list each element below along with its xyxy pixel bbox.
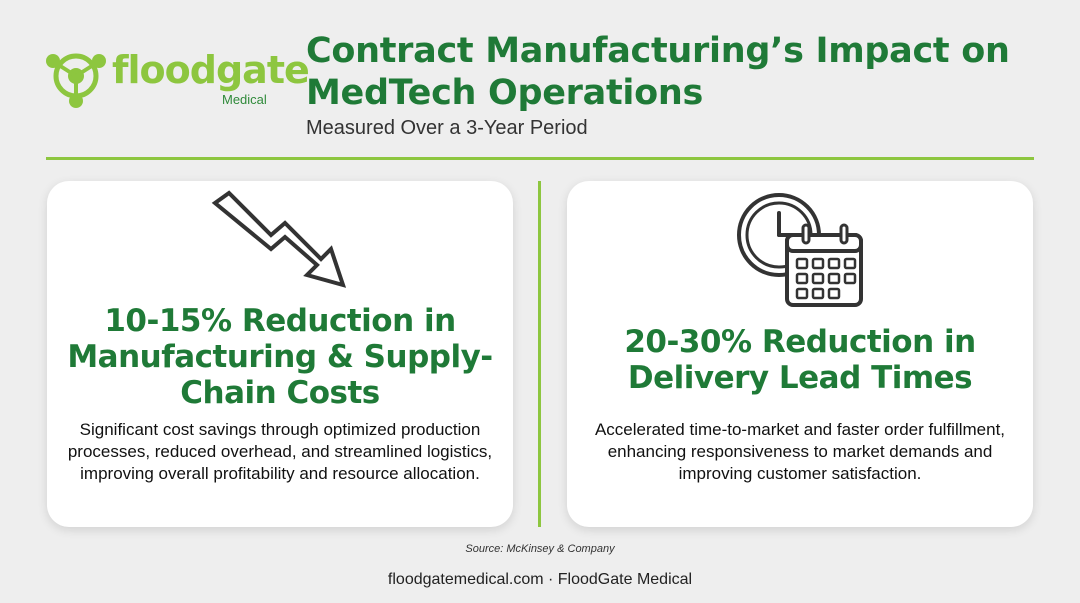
page-subtitle: Measured Over a 3-Year Period: [306, 117, 588, 139]
lead-time-heading: 20-30% Reduction in Delivery Lead Times: [624, 324, 976, 396]
lead-time-card: 20-30% Reduction in Delivery Lead Times …: [567, 181, 1033, 527]
header-divider: [46, 157, 1034, 160]
page-title: Contract Manufacturing’s Impact on MedTe…: [306, 31, 1010, 113]
arrow-trending-down-icon: [211, 190, 347, 288]
logo-subword: Medical: [222, 92, 267, 107]
logo-molecule-icon: [46, 53, 106, 108]
column-divider: [538, 181, 541, 527]
cost-reduction-description: Significant cost savings through optimiz…: [67, 420, 493, 483]
source-citation: Source: McKinsey & Company: [465, 543, 615, 555]
lead-time-description: Accelerated time-to-market and faster or…: [594, 420, 1006, 483]
logo-wordmark: floodgate: [112, 48, 310, 92]
floodgate-logo: floodgate Medical: [44, 44, 310, 110]
cost-reduction-card: 10-15% Reduction in Manufacturing & Supp…: [47, 181, 513, 527]
footer-credit: floodgatemedical.com · FloodGate Medical: [387, 571, 693, 588]
clock-calendar-icon: [737, 193, 863, 307]
cost-reduction-heading: 10-15% Reduction in Manufacturing & Supp…: [67, 303, 493, 411]
